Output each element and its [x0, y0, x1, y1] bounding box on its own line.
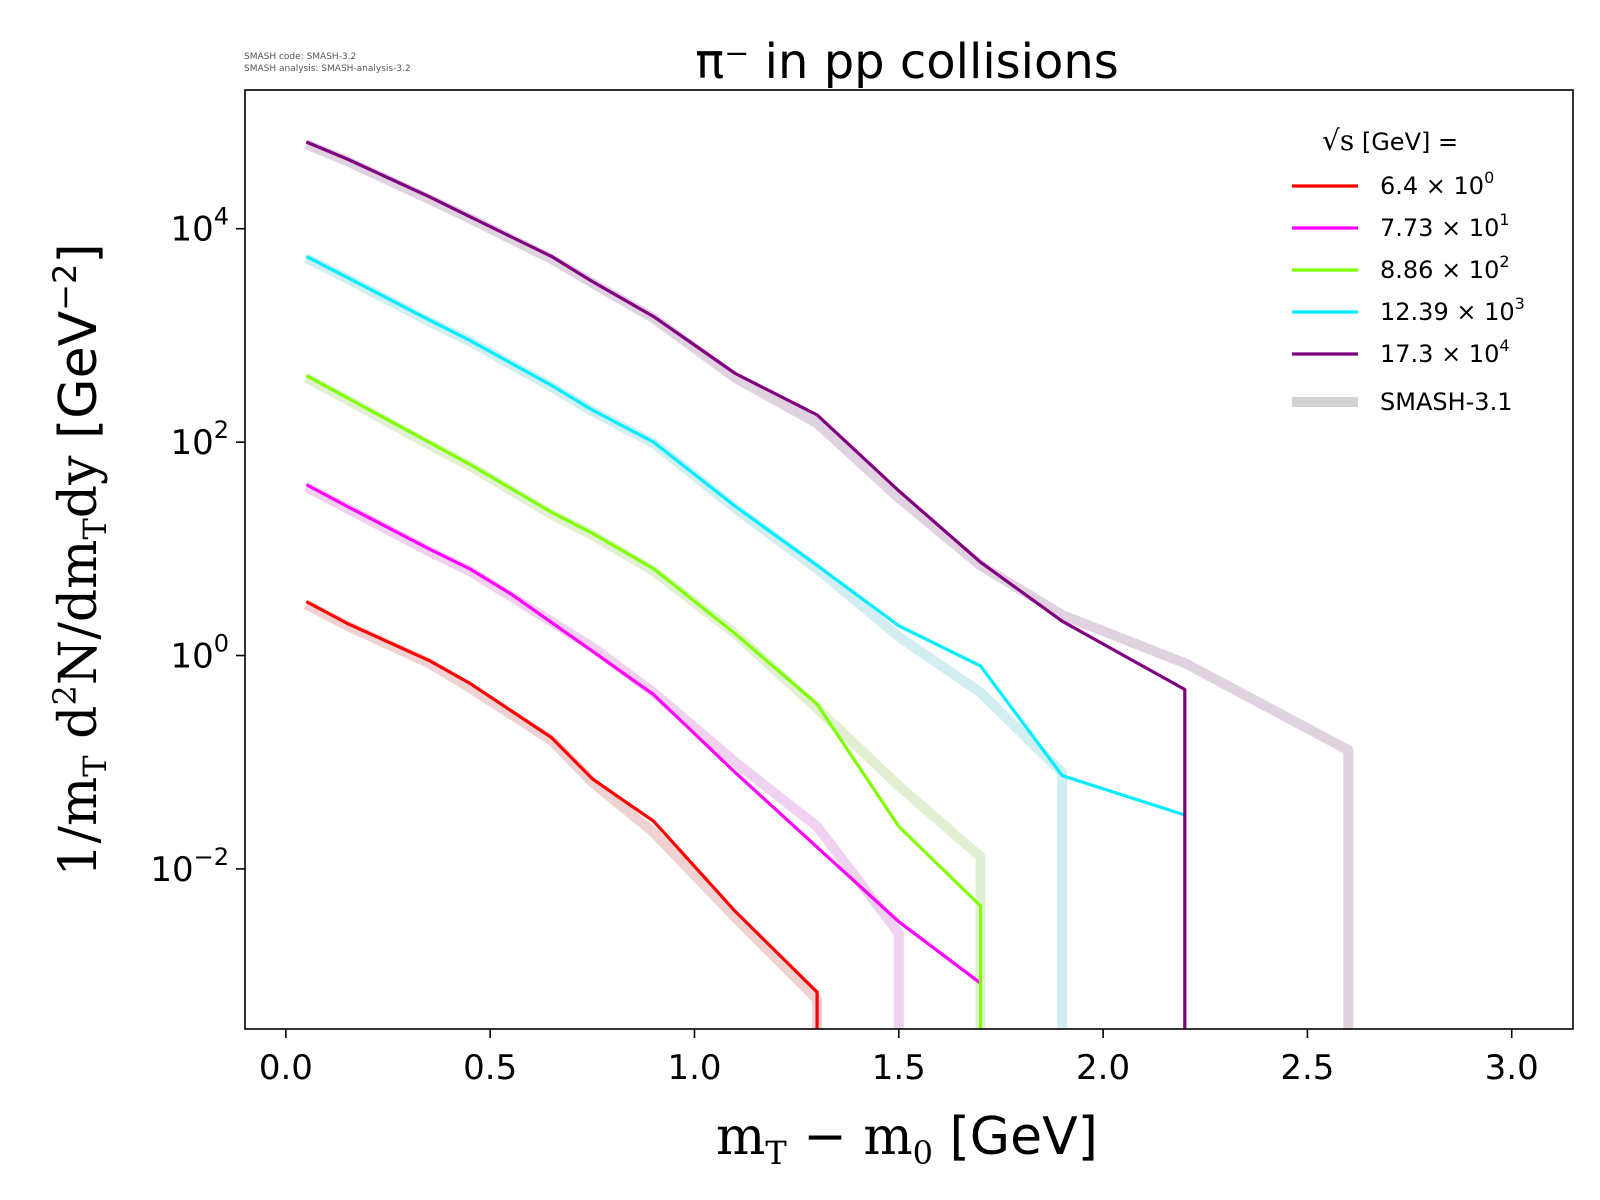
legend-entry-label: 8.86 × 102 [1380, 252, 1510, 284]
reference-series-gray-4 [304, 139, 1354, 1029]
y-axis-label: 1/mT d2N/dmTdy [GeV−2] [46, 243, 114, 876]
legend-entry-label: 17.3 × 104 [1380, 336, 1510, 368]
x-tick-label: 1.5 [872, 1048, 926, 1088]
x-tick-label: 1.0 [667, 1048, 721, 1088]
reference-series-gray-2 [303, 373, 986, 1029]
x-tick-label: 0.0 [259, 1048, 313, 1088]
legend: √s [GeV] = 6.4 × 100 7.73 × 101 8.86 × 102… [1292, 124, 1525, 416]
series-line-1 [305, 483, 982, 985]
legend-title-sqrt: √s [1322, 124, 1354, 157]
y-tick-label: 10−2 [150, 843, 229, 890]
legend-entry-label: 6.4 × 100 [1380, 168, 1494, 200]
y-axis-ticks: 10−2 100 102 104 [150, 203, 245, 890]
legend-title: √s [GeV] = [1322, 124, 1458, 157]
chart-title: π⁻ in pp collisions [695, 34, 1119, 90]
y-tick-label: 100 [170, 630, 229, 677]
y-tick-label: 104 [170, 203, 229, 250]
series-layer [305, 140, 1187, 1029]
legend-title-unit: [GeV] = [1354, 128, 1458, 156]
reference-series-line-1 [303, 482, 904, 1029]
reference-series-layer [303, 139, 1354, 1029]
series-line-4 [305, 140, 1187, 1029]
series-line-3 [305, 254, 1186, 817]
legend-entry-label: 7.73 × 101 [1380, 210, 1510, 242]
reference-series-gray-1 [303, 482, 904, 1029]
legend-entry-label: 12.39 × 103 [1380, 294, 1525, 326]
x-axis-label: mT − m0 [GeV] [716, 1107, 1098, 1172]
legend-entries: 6.4 × 100 7.73 × 101 8.86 × 102 12.39 × 103… [1292, 168, 1525, 368]
version-info-line2: SMASH analysis: SMASH-analysis-3.2 [244, 64, 411, 74]
reference-series-line-0 [303, 600, 823, 1029]
y-tick-label: 102 [170, 416, 229, 463]
reference-series-line-4 [304, 139, 1354, 1029]
reference-series-line-2 [303, 373, 986, 1029]
reference-series-gray-0 [303, 600, 823, 1029]
series-line-0 [305, 600, 819, 1029]
x-tick-label: 3.0 [1485, 1048, 1539, 1088]
x-tick-label: 2.5 [1280, 1048, 1334, 1088]
plot-frame [244, 89, 1574, 1030]
x-axis-ticks: 0.0 0.5 1.0 1.5 2.0 2.5 3.0 [259, 1029, 1539, 1088]
x-tick-label: 0.5 [463, 1048, 517, 1088]
x-tick-label: 2.0 [1076, 1048, 1130, 1088]
series-line-2 [305, 374, 983, 1029]
version-info-line1: SMASH code: SMASH-3.2 [244, 52, 356, 62]
legend-reference-label: SMASH-3.1 [1380, 388, 1512, 416]
